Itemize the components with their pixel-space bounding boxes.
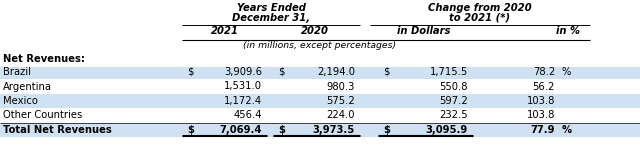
- Text: 3,095.9: 3,095.9: [426, 125, 468, 135]
- Text: 980.3: 980.3: [326, 82, 355, 91]
- Text: December 31,: December 31,: [232, 13, 310, 23]
- Text: Net Revenues:: Net Revenues:: [3, 54, 85, 64]
- Text: 232.5: 232.5: [440, 111, 468, 120]
- Text: Other Countries: Other Countries: [3, 111, 83, 120]
- Bar: [0, 94, 640, 108]
- Text: %: %: [562, 125, 572, 135]
- Bar: [0, 53, 640, 67]
- Bar: [0, 123, 640, 137]
- Text: 56.2: 56.2: [532, 82, 555, 91]
- Text: (in millions, except percentages): (in millions, except percentages): [243, 42, 397, 51]
- Text: Total Net Revenues: Total Net Revenues: [3, 125, 112, 135]
- Text: 2021: 2021: [211, 27, 239, 36]
- Text: $: $: [383, 67, 390, 77]
- Text: $: $: [278, 125, 285, 135]
- Text: 456.4: 456.4: [234, 111, 262, 120]
- Text: Mexico: Mexico: [3, 96, 38, 106]
- Text: Years Ended: Years Ended: [237, 3, 305, 13]
- Bar: [0, 0, 640, 50]
- Text: 1,172.4: 1,172.4: [224, 96, 262, 106]
- Text: 2020: 2020: [301, 27, 329, 36]
- Text: 7,069.4: 7,069.4: [220, 125, 262, 135]
- Text: in Dollars: in Dollars: [397, 27, 451, 36]
- Text: 103.8: 103.8: [527, 111, 555, 120]
- Text: %: %: [562, 67, 572, 77]
- Text: 77.9: 77.9: [531, 125, 555, 135]
- Text: in %: in %: [557, 27, 580, 36]
- Bar: [0, 79, 640, 94]
- Bar: [0, 65, 640, 79]
- Bar: [0, 108, 640, 123]
- Text: 3,909.6: 3,909.6: [224, 67, 262, 77]
- Text: 597.2: 597.2: [439, 96, 468, 106]
- Text: 575.2: 575.2: [326, 96, 355, 106]
- Text: 1,715.5: 1,715.5: [429, 67, 468, 77]
- Text: to 2021 (*): to 2021 (*): [449, 13, 511, 23]
- Bar: [0, 42, 640, 54]
- Text: $: $: [187, 125, 194, 135]
- Text: 1,531.0: 1,531.0: [224, 82, 262, 91]
- Text: 224.0: 224.0: [326, 111, 355, 120]
- Text: $: $: [187, 67, 193, 77]
- Text: Argentina: Argentina: [3, 82, 52, 91]
- Text: $: $: [383, 125, 390, 135]
- Text: 78.2: 78.2: [532, 67, 555, 77]
- Text: $: $: [278, 67, 285, 77]
- Text: 2,194.0: 2,194.0: [317, 67, 355, 77]
- Text: Brazil: Brazil: [3, 67, 31, 77]
- Text: 3,973.5: 3,973.5: [313, 125, 355, 135]
- Text: 103.8: 103.8: [527, 96, 555, 106]
- Text: 550.8: 550.8: [440, 82, 468, 91]
- Text: Change from 2020: Change from 2020: [428, 3, 532, 13]
